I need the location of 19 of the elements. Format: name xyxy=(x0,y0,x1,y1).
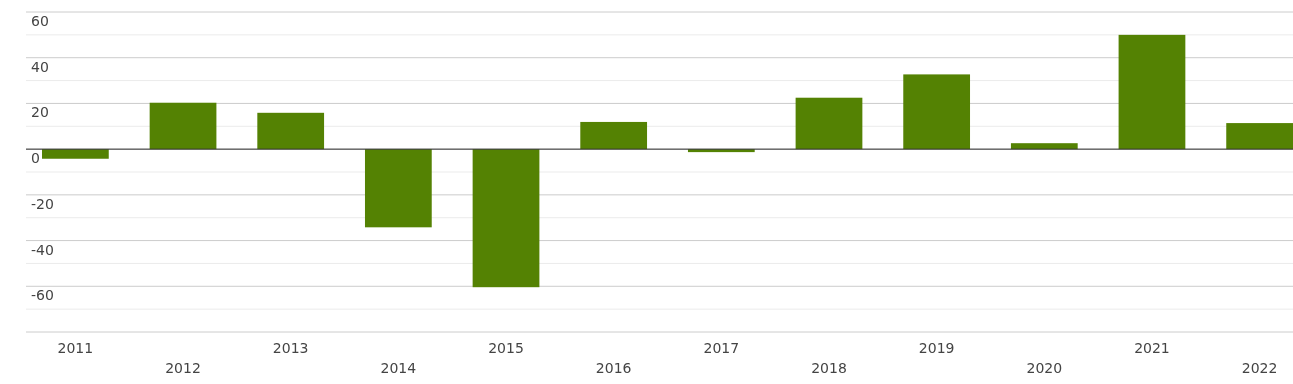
y-tick-label: -60 xyxy=(31,287,54,304)
x-tick-label: 2022 xyxy=(1241,360,1278,376)
y-tick-label: -40 xyxy=(31,241,54,258)
y-tick-label: 60 xyxy=(31,13,49,29)
x-tick-label: 2017 xyxy=(703,340,740,356)
y-tick-label: -20 xyxy=(31,195,54,212)
x-tick-label: 2016 xyxy=(595,360,632,376)
y-tick-label: 0 xyxy=(31,150,40,167)
x-tick-label: 2013 xyxy=(272,340,309,356)
x-tick-label: 2019 xyxy=(918,340,955,356)
x-tick-label: 2020 xyxy=(1026,360,1063,376)
x-tick-label: 2021 xyxy=(1134,340,1170,356)
x-tick-label: 2014 xyxy=(380,360,417,376)
y-tick-label: 40 xyxy=(31,58,49,75)
y-tick-label: 20 xyxy=(31,104,49,121)
x-tick-label: 2012 xyxy=(165,360,201,376)
x-tick-label: 2018 xyxy=(811,360,847,376)
x-tick-label: 2011 xyxy=(57,340,94,356)
x-tick-label: 2015 xyxy=(488,340,524,356)
